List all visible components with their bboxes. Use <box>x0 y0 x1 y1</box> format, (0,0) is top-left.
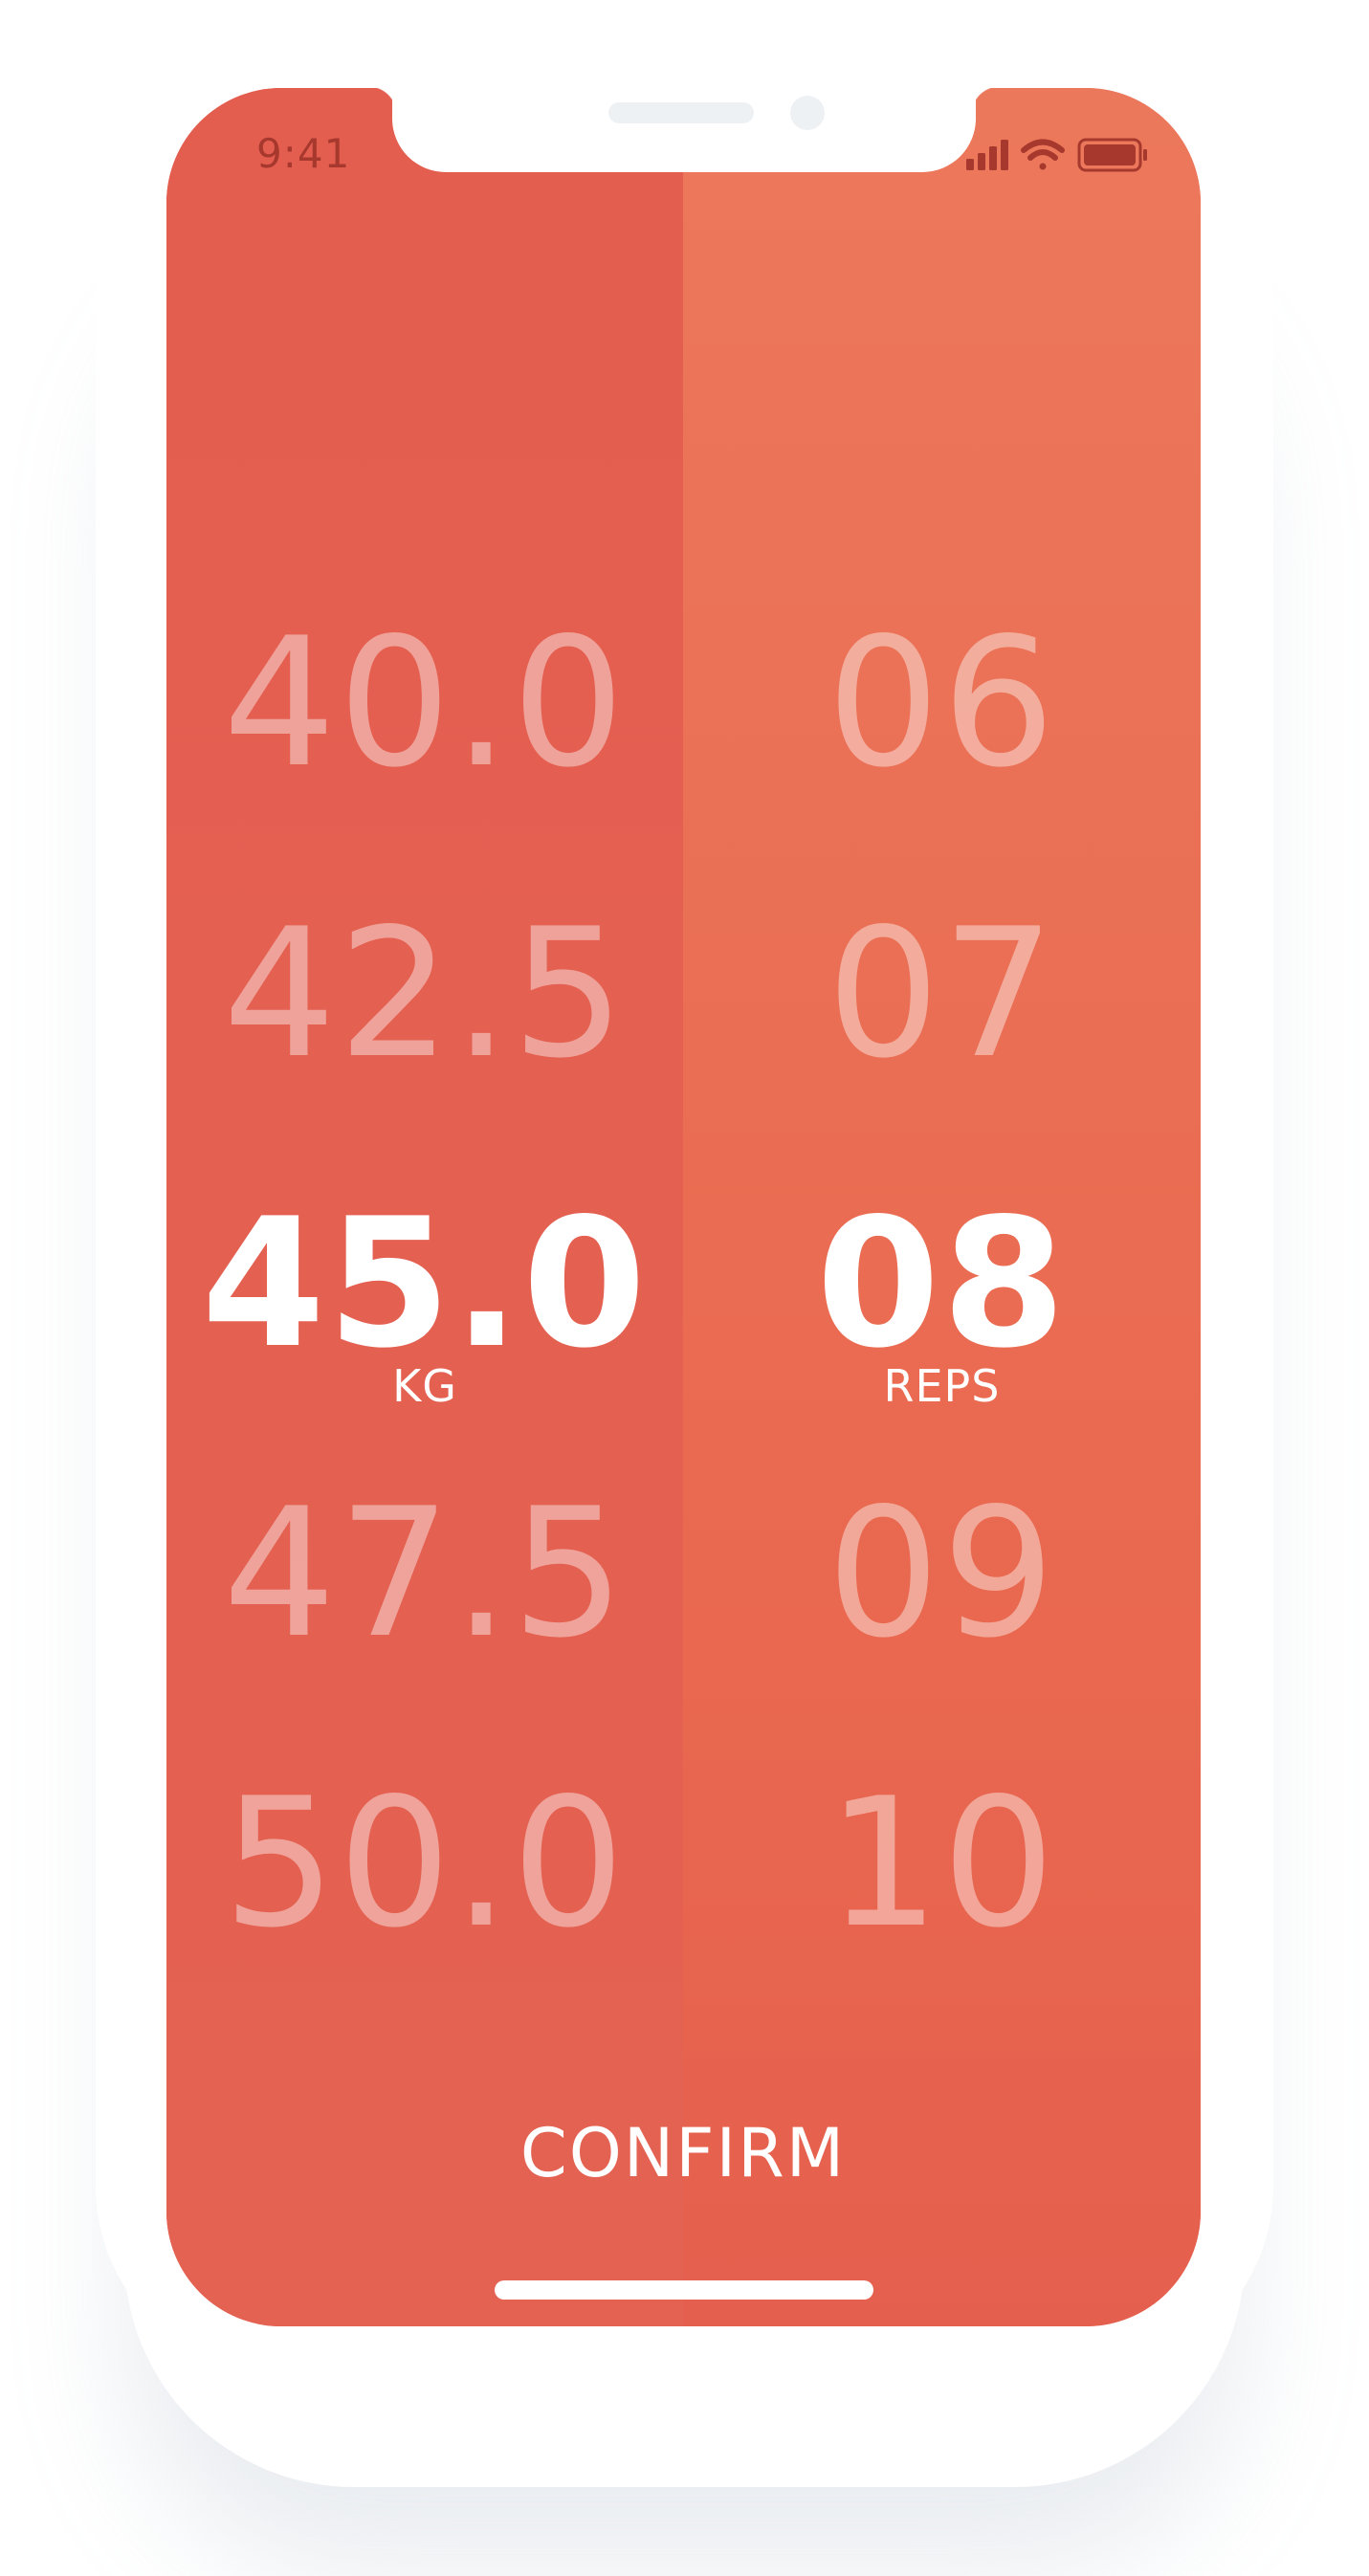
speaker <box>608 102 754 123</box>
notch-corner-right <box>971 86 1000 115</box>
weight-option-selected[interactable]: 45.0 <box>201 1179 649 1387</box>
status-time: 9:41 <box>256 130 351 177</box>
reps-option-selected[interactable]: 08 <box>816 1179 1068 1387</box>
weight-column-background <box>166 88 683 2326</box>
screen <box>166 88 1201 2326</box>
reps-option[interactable]: 10 <box>827 1759 1057 1967</box>
weight-unit-label: KG <box>392 1360 457 1412</box>
reps-option[interactable]: 07 <box>827 890 1057 1097</box>
confirm-button[interactable]: CONFIRM <box>519 2114 847 2192</box>
front-camera <box>790 96 825 130</box>
reps-unit-label: REPS <box>883 1360 1001 1412</box>
notch <box>392 86 976 172</box>
notch-corner-left <box>368 86 397 115</box>
weight-picker[interactable]: 40.0 42.5 45.0 KG 47.5 50.0 <box>166 88 683 2326</box>
weight-option[interactable]: 47.5 <box>222 1469 628 1677</box>
reps-option[interactable]: 09 <box>827 1469 1057 1677</box>
reps-option[interactable]: 06 <box>827 599 1057 806</box>
wifi-icon <box>1021 139 1065 170</box>
reps-column-background <box>683 88 1201 2326</box>
weight-option[interactable]: 40.0 <box>222 599 628 806</box>
weight-option[interactable]: 50.0 <box>222 1759 628 1967</box>
signal-icon <box>966 140 1008 170</box>
reps-picker[interactable]: 06 07 08 REPS 09 10 <box>683 88 1201 2326</box>
home-indicator[interactable] <box>495 2280 873 2300</box>
status-icons <box>966 138 1147 172</box>
battery-icon <box>1077 138 1147 172</box>
weight-option[interactable]: 42.5 <box>222 890 628 1097</box>
